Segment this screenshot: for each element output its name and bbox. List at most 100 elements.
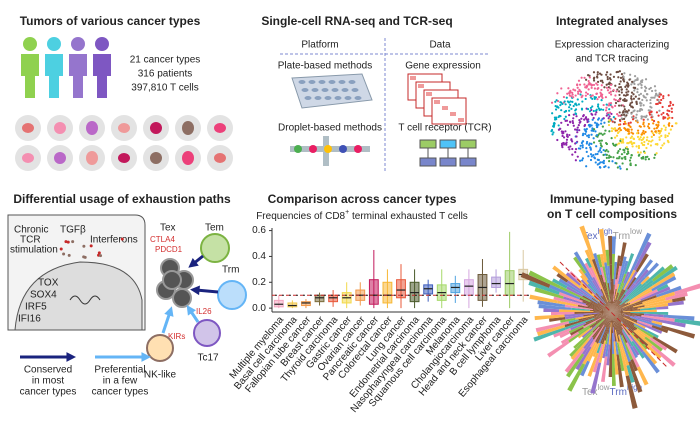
radial-wedge (581, 338, 594, 355)
cell-dot (656, 102, 659, 105)
cell-dot (642, 155, 645, 159)
radial-wedge (536, 324, 566, 337)
cell-dot (633, 82, 636, 86)
cell-dot (571, 93, 574, 96)
cell-dot (599, 147, 602, 150)
radial-wedge (635, 253, 649, 273)
cell-dot (562, 136, 566, 139)
radial-wedge (595, 292, 612, 312)
radial-wedge (605, 249, 610, 266)
cell-dot (585, 78, 588, 81)
radial-wedge (594, 312, 612, 319)
radial-wedge (607, 301, 612, 312)
cell-dot (608, 154, 611, 157)
radial-wedge (612, 312, 635, 325)
radial-wedge (614, 329, 619, 343)
radial-wedge (631, 340, 645, 359)
radial-wedge (612, 333, 615, 355)
cell-dot (571, 147, 574, 151)
cell-dot (630, 112, 633, 115)
radial-wedge (589, 301, 612, 312)
cell-dot (578, 129, 581, 132)
organ-icon (182, 151, 194, 165)
radial-wedge (565, 315, 584, 320)
cell-dot (669, 128, 672, 131)
radial-wedge (612, 302, 629, 312)
radial-wedge (569, 347, 579, 357)
cell-dot (667, 132, 671, 135)
radial-wedge (612, 302, 626, 312)
tcr-chain (459, 157, 477, 167)
cell-dot (602, 148, 605, 152)
cell-dot (658, 131, 662, 134)
cell-dot (618, 82, 621, 86)
cell-dot (653, 156, 656, 159)
radial-wedge (612, 288, 624, 312)
cell-dot (592, 137, 595, 140)
radial-wedge (612, 304, 620, 312)
radial-wedge (575, 346, 592, 371)
cell-dot (616, 112, 619, 116)
cell-dot (643, 140, 646, 144)
trm: Trm (610, 387, 627, 398)
radial-wedge (612, 302, 631, 312)
cell-dot (595, 145, 598, 148)
cell-dot (562, 143, 566, 146)
platform: Droplet-based methods (278, 123, 382, 134)
radial-wedge (609, 312, 612, 328)
radial-wedge (604, 262, 609, 284)
cell-dot (568, 148, 571, 151)
cell-dot (618, 148, 622, 151)
cell-dot (618, 130, 621, 133)
cell-dot (576, 126, 579, 129)
box (423, 284, 434, 295)
radial-wedge (612, 312, 638, 324)
organ-icon (54, 152, 66, 164)
cell-dot (609, 90, 612, 93)
radial-wedge (562, 296, 587, 305)
cell-dot (603, 121, 606, 124)
cell-dot (666, 139, 669, 143)
cell-dot (615, 162, 618, 165)
cell-dot (591, 113, 594, 116)
cell-dot (571, 120, 574, 123)
cell-dot (550, 128, 554, 132)
cell-dot (652, 122, 655, 125)
cell-dot (597, 158, 600, 162)
cell-dot (581, 134, 585, 137)
cell-dot (629, 125, 632, 129)
well (338, 80, 346, 84)
cell-dot (643, 151, 646, 155)
cell-dot (629, 156, 632, 159)
cell-dot (651, 132, 655, 135)
cell-dot (637, 154, 640, 157)
cell-dot (620, 153, 624, 156)
cell-dot (605, 109, 608, 112)
cell-dot (596, 71, 599, 74)
cell-dot (600, 122, 603, 125)
cell-dot (595, 123, 598, 127)
radial-wedge (584, 262, 595, 278)
cell-dot (619, 139, 622, 142)
tcr-chain (439, 139, 457, 149)
radial-wedge (619, 289, 629, 302)
cell-dot (659, 146, 663, 150)
cell-dot (615, 157, 619, 160)
cell-dot (647, 109, 650, 112)
cell-dot (596, 87, 599, 90)
cell-dot (658, 138, 661, 141)
radial-wedge (573, 330, 593, 349)
cell-dot (636, 77, 639, 80)
cell-dot (658, 101, 661, 104)
cell-dot (635, 132, 639, 135)
well (331, 88, 339, 92)
cell-dot (552, 131, 555, 134)
radial-wedge (577, 321, 597, 334)
radial-wedge (587, 283, 597, 294)
radial-wedge (635, 329, 646, 339)
cell-dot (571, 91, 574, 94)
chart-subtitle: Frequencies of CD8+ terminal exhausted T… (256, 209, 468, 222)
stat: 21 cancer types (130, 55, 201, 66)
radial-wedge (612, 312, 632, 331)
radial-wedge (649, 337, 668, 351)
